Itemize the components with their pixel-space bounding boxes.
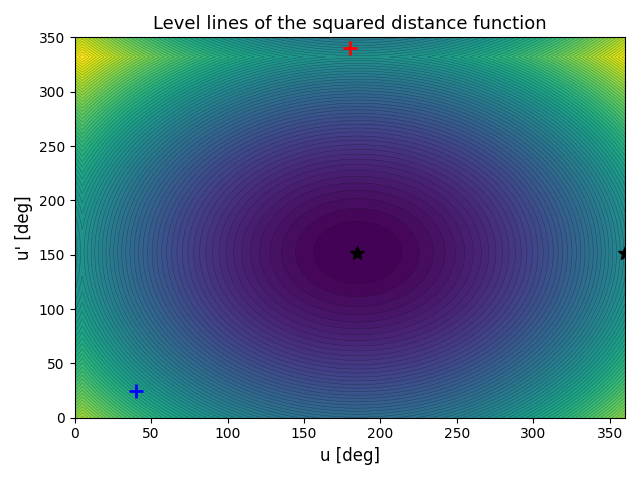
Title: Level lines of the squared distance function: Level lines of the squared distance func…: [153, 15, 547, 33]
X-axis label: u [deg]: u [deg]: [320, 447, 380, 465]
Y-axis label: u' [deg]: u' [deg]: [15, 195, 33, 260]
